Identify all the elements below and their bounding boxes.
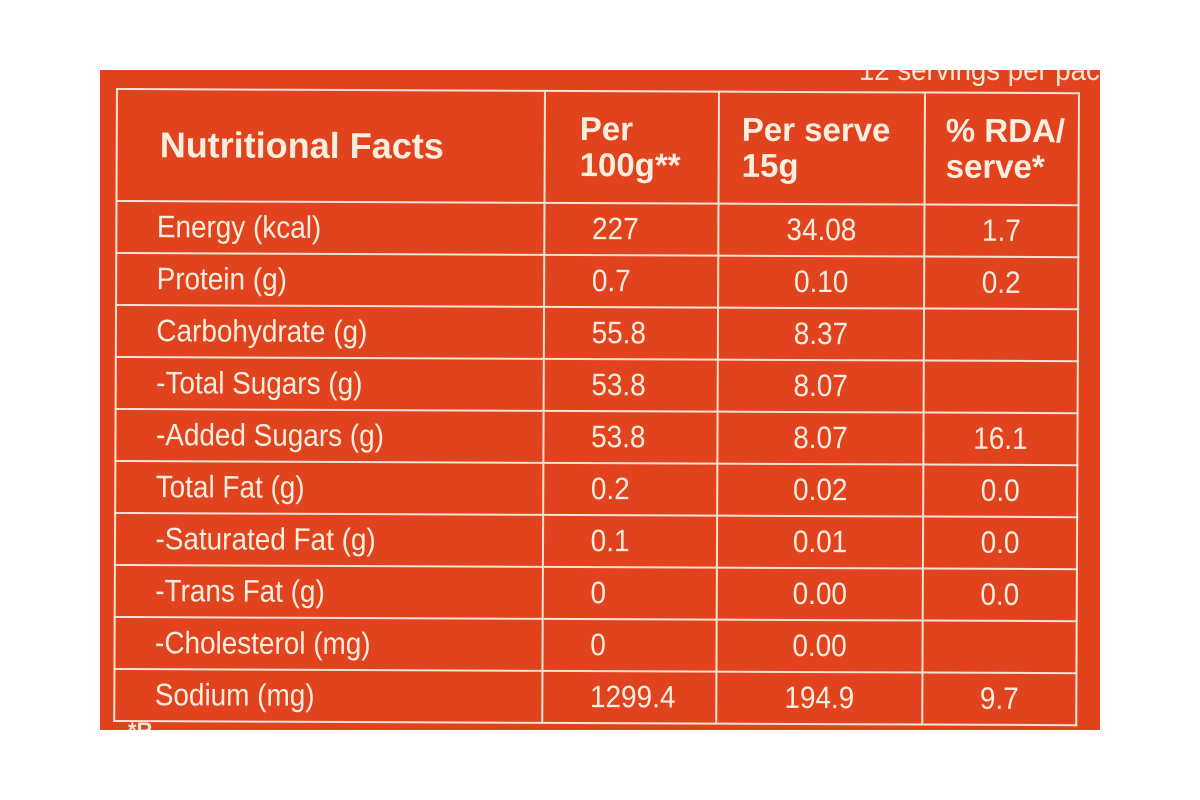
nutrient-name: Protein (g) <box>116 253 502 307</box>
value-rda: 0.0 <box>930 568 1070 622</box>
nutrient-name: Sodium (mg) <box>114 668 500 723</box>
value-rda: 0.0 <box>930 516 1070 570</box>
table-row: Sodium (mg) 1299.4 194.9 9.7 <box>114 668 1076 726</box>
table-row: -Saturated Fat (g) 0.1 0.01 0.0 <box>114 513 1077 570</box>
value-rda: 0.2 <box>931 256 1071 310</box>
value-per-serve: 8.37 <box>728 307 914 361</box>
value-rda <box>931 360 1071 414</box>
table-row: Carbohydrate (g) 55.8 8.37 <box>115 305 1078 362</box>
value-rda <box>930 620 1069 674</box>
value-per-serve: 8.07 <box>727 411 914 465</box>
value-per-100g: 227 <box>544 202 702 256</box>
value-per-serve: 0.00 <box>726 619 913 673</box>
value-per-100g: 0 <box>542 618 700 672</box>
table-body: Energy (kcal) 227 34.08 1.7 Protein (g) 0.7 0.… <box>114 201 1078 726</box>
value-rda: 0.0 <box>930 464 1070 518</box>
nutrient-name: Total Fat (g) <box>115 461 501 515</box>
nutrient-name: -Trans Fat (g) <box>114 564 501 619</box>
value-per-serve: 194.9 <box>726 671 913 725</box>
value-per-serve: 0.00 <box>726 567 913 621</box>
nutrient-name: -Cholesterol (mg) <box>114 616 500 671</box>
nutrient-name: -Saturated Fat (g) <box>114 513 501 567</box>
table-row: Total Fat (g) 0.2 0.02 0.0 <box>115 461 1077 518</box>
value-rda: 16.1 <box>931 412 1070 466</box>
header-nutritional-facts: Nutritional Facts <box>116 89 545 203</box>
header-per-serve: Per serve 15g <box>718 91 925 205</box>
table-row: -Added Sugars (g) 53.8 8.07 16.1 <box>115 409 1077 466</box>
value-per-serve: 8.07 <box>727 359 914 413</box>
value-per-serve: 0.01 <box>727 515 913 569</box>
value-rda <box>931 308 1071 362</box>
value-per-100g: 1299.4 <box>542 670 700 724</box>
table-header-row: Nutritional Facts Per 100g** Per serve 1… <box>116 89 1079 206</box>
value-rda: 1.7 <box>931 204 1071 258</box>
table-row: -Trans Fat (g) 0 0.00 0.0 <box>114 564 1077 622</box>
value-per-serve: 34.08 <box>728 203 915 257</box>
nutrient-name: Energy (kcal) <box>116 201 502 255</box>
table-row: -Total Sugars (g) 53.8 8.07 <box>115 357 1078 414</box>
nutrient-name: -Total Sugars (g) <box>115 357 502 411</box>
header-rda: % RDA/ serve* <box>924 92 1079 206</box>
value-per-serve: 0.02 <box>727 463 914 517</box>
table-row: Energy (kcal) 227 34.08 1.7 <box>116 201 1078 258</box>
value-rda: 9.7 <box>929 672 1069 726</box>
value-per-serve: 0.10 <box>728 255 914 309</box>
value-per-100g: 53.8 <box>543 410 701 464</box>
value-per-100g: 53.8 <box>543 358 701 412</box>
value-per-100g: 0 <box>542 566 700 620</box>
table-row: Protein (g) 0.7 0.10 0.2 <box>116 253 1078 310</box>
value-per-100g: 55.8 <box>543 306 701 360</box>
nutrient-name: Carbohydrate (g) <box>115 305 502 359</box>
nutrition-label: 12 servings per pac Nutritional Facts Pe… <box>100 70 1100 730</box>
footnote-marker: *R <box>128 718 152 730</box>
nutrition-table: Nutritional Facts Per 100g** Per serve 1… <box>113 88 1080 726</box>
nutrient-name: -Added Sugars (g) <box>115 409 501 463</box>
table-row: -Cholesterol (mg) 0 0.00 <box>114 616 1076 674</box>
value-per-100g: 0.1 <box>542 514 700 568</box>
servings-note: 12 servings per pac <box>859 70 1100 87</box>
header-per-100g: Per 100g** <box>544 90 719 204</box>
value-per-100g: 0.7 <box>544 254 701 308</box>
value-per-100g: 0.2 <box>543 462 700 516</box>
